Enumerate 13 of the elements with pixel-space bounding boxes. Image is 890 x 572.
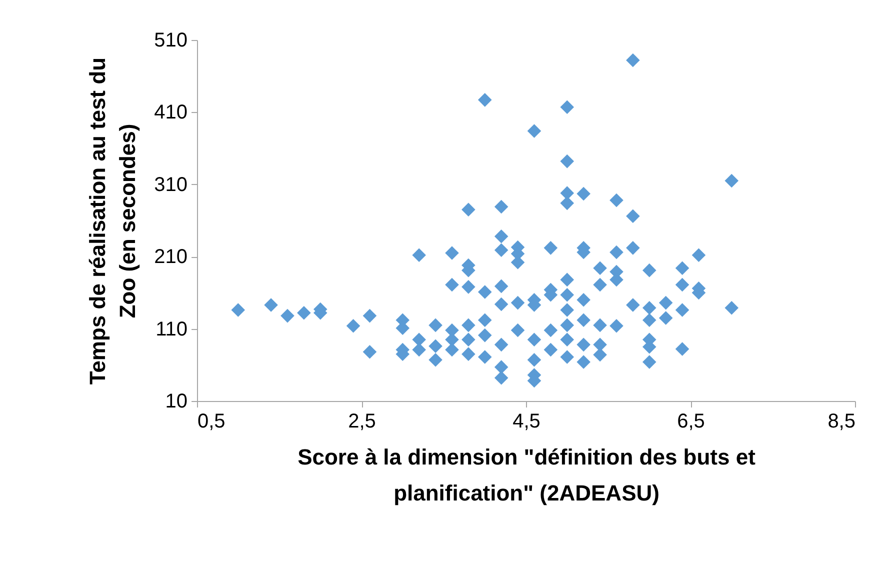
y-tick-label: 210 — [154, 246, 188, 268]
y-tick-label: 110 — [156, 318, 188, 340]
x-tick-label: 6,5 — [677, 410, 705, 432]
y-tick-label: 310 — [154, 174, 188, 196]
y-axis-title: Temps de réalisation au test du Zoo (en secondes) — [85, 57, 140, 385]
y-tick-label: 10 — [165, 390, 188, 412]
y-tick-label: 410 — [154, 102, 188, 124]
x-tick-label: 0,5 — [198, 410, 226, 432]
x-tick-label: 8,5 — [828, 410, 856, 432]
y-tick-label: 510 — [154, 30, 188, 52]
x-tick-label: 4,5 — [512, 410, 540, 432]
x-axis-title: Score à la dimension "définition des buts et planification" (2ADEASU) — [298, 444, 756, 506]
x-tick-label: 2,5 — [348, 410, 376, 432]
